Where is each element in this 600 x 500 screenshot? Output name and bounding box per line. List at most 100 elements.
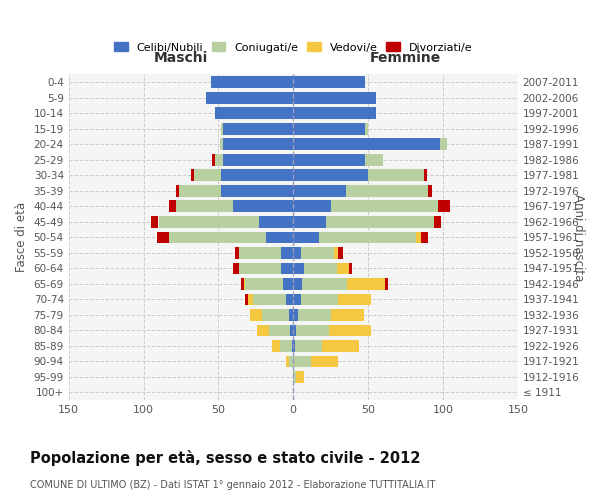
Bar <box>176 185 179 196</box>
Bar <box>293 262 304 274</box>
Bar <box>301 294 338 305</box>
Bar <box>440 138 448 150</box>
Bar <box>281 262 293 274</box>
Bar <box>280 340 292 351</box>
Bar <box>221 123 223 134</box>
Bar <box>416 232 421 243</box>
Bar <box>301 247 334 258</box>
Bar <box>428 185 433 196</box>
Bar <box>248 294 253 305</box>
Bar <box>286 294 293 305</box>
Bar <box>289 309 293 320</box>
Bar <box>293 247 301 258</box>
Text: Femmine: Femmine <box>370 51 441 65</box>
Bar <box>296 371 304 382</box>
Legend: Celibi/Nubili, Coniugati/e, Vedovi/e, Divorziati/e: Celibi/Nubili, Coniugati/e, Vedovi/e, Di… <box>110 38 476 57</box>
Bar <box>331 200 439 212</box>
Bar <box>293 76 365 88</box>
Bar <box>421 232 428 243</box>
Bar <box>293 371 296 382</box>
Bar <box>298 309 331 320</box>
Bar <box>424 170 427 181</box>
Bar <box>245 294 248 305</box>
Bar <box>365 123 368 134</box>
Bar <box>245 278 283 289</box>
Bar <box>215 154 223 166</box>
Bar <box>269 324 290 336</box>
Bar <box>211 76 293 88</box>
Bar <box>295 340 322 351</box>
Y-axis label: Anni di nascita: Anni di nascita <box>572 194 585 281</box>
Bar <box>329 324 371 336</box>
Bar <box>191 170 194 181</box>
Bar <box>212 154 215 166</box>
Bar <box>194 170 221 181</box>
Bar <box>233 200 293 212</box>
Bar <box>158 216 259 228</box>
Bar <box>169 232 266 243</box>
Bar <box>322 340 359 351</box>
Bar <box>215 108 293 119</box>
Bar <box>250 309 262 320</box>
Bar <box>385 278 388 289</box>
Bar <box>293 123 365 134</box>
Bar <box>302 278 347 289</box>
Bar <box>293 324 296 336</box>
Bar <box>286 356 289 367</box>
Bar <box>244 278 245 289</box>
Bar <box>293 185 346 196</box>
Bar <box>293 294 301 305</box>
Bar <box>434 216 442 228</box>
Bar <box>337 262 349 274</box>
Text: Popolazione per età, sesso e stato civile - 2012: Popolazione per età, sesso e stato civil… <box>30 450 421 466</box>
Bar <box>220 138 223 150</box>
Bar <box>334 247 338 258</box>
Bar <box>290 324 293 336</box>
Bar <box>289 356 293 367</box>
Bar <box>338 247 343 258</box>
Bar <box>169 200 176 212</box>
Bar <box>179 185 221 196</box>
Bar <box>223 138 293 150</box>
Bar <box>293 278 302 289</box>
Bar <box>262 309 289 320</box>
Bar <box>259 216 293 228</box>
Bar <box>151 216 158 228</box>
Bar <box>266 232 293 243</box>
Bar <box>293 138 440 150</box>
Y-axis label: Fasce di età: Fasce di età <box>15 202 28 272</box>
Bar <box>221 185 293 196</box>
Bar <box>272 340 280 351</box>
Bar <box>338 294 371 305</box>
Bar <box>223 123 293 134</box>
Bar <box>221 170 293 181</box>
Text: COMUNE DI ULTIMO (BZ) - Dati ISTAT 1° gennaio 2012 - Elaborazione TUTTITALIA.IT: COMUNE DI ULTIMO (BZ) - Dati ISTAT 1° ge… <box>30 480 436 490</box>
Bar <box>257 324 269 336</box>
Bar <box>293 216 326 228</box>
Bar <box>293 92 376 104</box>
Bar <box>241 278 244 289</box>
Bar <box>239 247 281 258</box>
Bar <box>157 232 169 243</box>
Bar <box>283 278 293 289</box>
Bar <box>293 154 365 166</box>
Bar <box>293 108 376 119</box>
Bar <box>331 309 364 320</box>
Bar <box>293 309 298 320</box>
Bar <box>206 92 293 104</box>
Bar <box>368 170 424 181</box>
Text: Maschi: Maschi <box>154 51 208 65</box>
Bar <box>347 278 385 289</box>
Bar <box>293 200 331 212</box>
Bar <box>253 294 286 305</box>
Bar <box>223 154 293 166</box>
Bar <box>439 200 451 212</box>
Bar <box>235 247 239 258</box>
Bar <box>281 247 293 258</box>
Bar <box>292 340 293 351</box>
Bar <box>239 262 281 274</box>
Bar <box>346 185 428 196</box>
Bar <box>293 356 311 367</box>
Bar <box>365 154 383 166</box>
Bar <box>293 340 295 351</box>
